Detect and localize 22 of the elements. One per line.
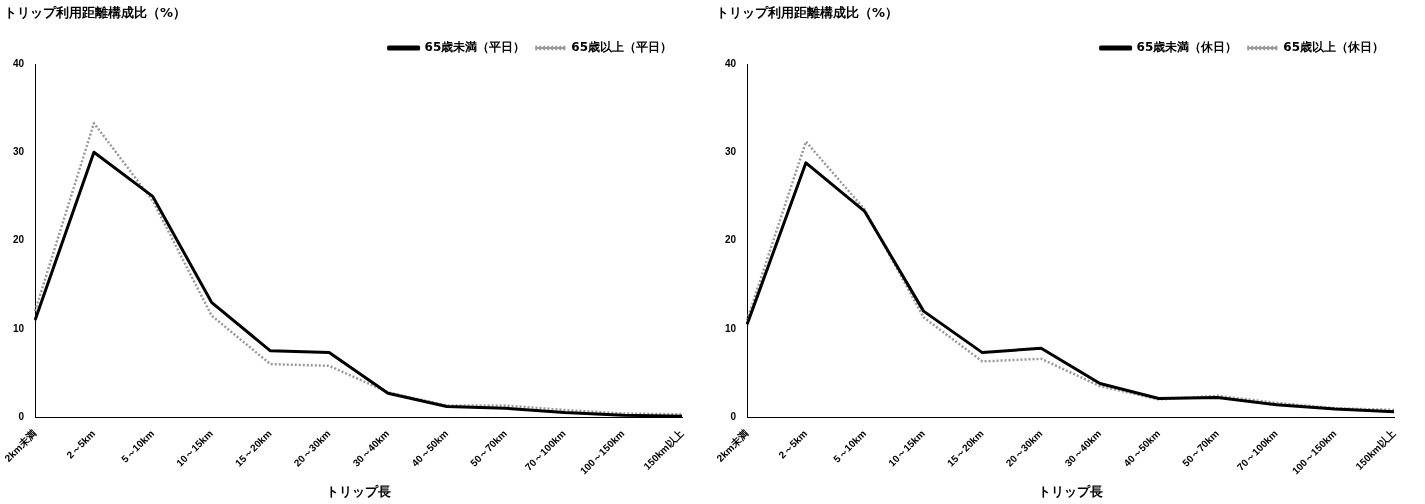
legend-label: 65歳未満（平日） [424, 40, 526, 55]
chart-title: トリップ利用距離構成比（%） [4, 4, 187, 22]
y-tick-label: 0 [18, 410, 25, 422]
y-tick-label: 20 [725, 234, 737, 246]
y-tick-label: 40 [13, 57, 25, 69]
x-tick-label: 2～5km [776, 427, 810, 461]
y-tick-label: 20 [13, 234, 25, 246]
y-tick-label: 30 [725, 146, 737, 158]
legend-label: 65歳以上（休日） [1283, 40, 1384, 55]
y-tick-label: 10 [13, 322, 25, 334]
x-tick-label: 2km未満 [2, 427, 39, 464]
y-tick-label: 40 [725, 57, 737, 69]
y-tick-label: 0 [730, 410, 737, 422]
x-axis-title: トリップ長 [1038, 483, 1104, 499]
legend-label: 65歳未満（休日） [1136, 40, 1238, 55]
x-tick-label: 2～5km [64, 427, 98, 461]
x-tick-label: 2km未満 [714, 427, 751, 464]
y-tick-label: 10 [725, 322, 737, 334]
legend-label: 65歳以上（平日） [571, 40, 672, 55]
y-tick-label: 30 [13, 146, 25, 158]
chart-title: トリップ利用距離構成比（%） [716, 4, 899, 22]
x-axis-title: トリップ長 [326, 483, 392, 499]
